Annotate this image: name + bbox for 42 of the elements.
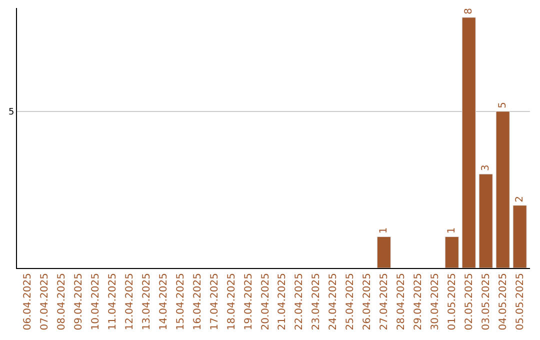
x-tick-label: 26.04.2025 [362, 273, 374, 330]
x-tick-label: 12.04.2025 [124, 273, 136, 330]
bar [512, 205, 527, 268]
x-tick-label: 28.04.2025 [396, 273, 408, 330]
x-tick-label: 29.04.2025 [413, 273, 424, 330]
x-tick-label: 18.04.2025 [226, 273, 238, 330]
bar [376, 236, 391, 268]
data-label: 5 [497, 102, 508, 108]
x-tick-label: 04.05.2025 [498, 273, 510, 330]
data-label: 2 [514, 196, 526, 202]
x-tick-label: 07.04.2025 [39, 273, 50, 330]
bar [444, 236, 459, 268]
x-tick-label: 19.04.2025 [243, 273, 254, 330]
x-tick-label: 13.04.2025 [141, 273, 152, 330]
x-tick-label: 09.04.2025 [73, 273, 84, 330]
data-label: 1 [446, 227, 458, 234]
x-tick-label: 01.05.2025 [447, 273, 458, 330]
x-tick-label: 10.04.2025 [90, 273, 102, 330]
x-tick-label: 22.04.2025 [294, 273, 306, 330]
x-tick-label: 20.04.2025 [260, 273, 272, 330]
x-tick-label: 25.04.2025 [345, 273, 356, 330]
data-label: 3 [480, 164, 492, 172]
x-tick-label: 05.05.2025 [515, 273, 526, 330]
x-tick-label: 15.04.2025 [175, 273, 186, 330]
x-tick-label: 14.04.2025 [158, 273, 170, 330]
bar [478, 174, 493, 268]
x-tick-label: 06.04.2025 [22, 273, 34, 330]
data-label: 8 [463, 8, 474, 14]
x-tick-label: 30.04.2025 [430, 273, 442, 330]
x-tick-label: 27.04.2025 [379, 273, 390, 330]
x-tick-label: 02.05.2025 [464, 273, 476, 330]
x-tick-label: 08.04.2025 [56, 273, 68, 330]
x-tick-label: 24.04.2025 [328, 273, 340, 330]
data-label: 1 [378, 227, 390, 234]
x-tick-label: 23.04.2025 [311, 273, 322, 330]
x-tick-label: 03.05.2025 [481, 273, 492, 330]
x-tick-label: 11.04.2025 [107, 273, 118, 330]
bar [496, 111, 510, 268]
x-tick-label: 16.04.2025 [192, 273, 204, 330]
x-tick-label: 21.04.2025 [277, 273, 288, 330]
bar [462, 17, 476, 268]
x-tick-label: 17.04.2025 [209, 273, 220, 330]
